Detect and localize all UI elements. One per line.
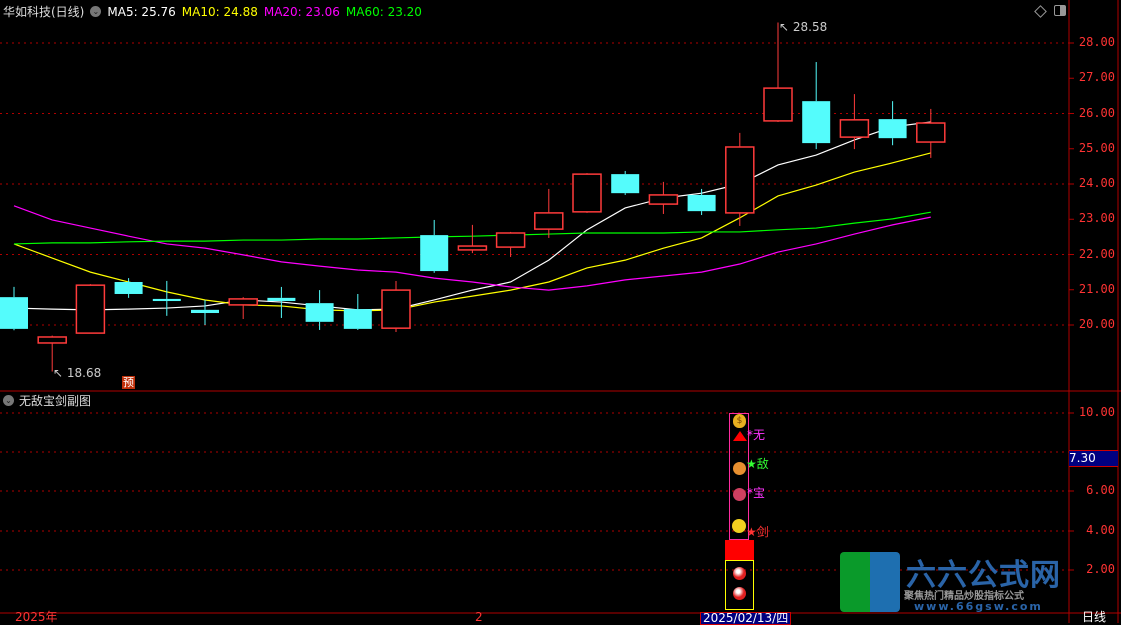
candle-up — [381, 289, 411, 329]
panel-toggle-icon[interactable] — [1054, 5, 1066, 16]
signal-label-bao: *宝 — [747, 486, 766, 500]
signal-column — [729, 413, 749, 540]
price-tick: 25.00 — [1078, 140, 1115, 155]
indicator-tick: 10.00 — [1078, 405, 1115, 419]
signal-label-jian: ★剑 — [746, 525, 769, 539]
current-value-box: 7.30 — [1069, 450, 1118, 467]
signal-label-di: ★敌 — [746, 457, 769, 471]
high-value: 28.58 — [792, 20, 828, 34]
footer-month: 2 — [475, 610, 483, 624]
candle-up — [228, 298, 258, 306]
candle-down — [802, 101, 831, 144]
logo-url: www.66gsw.com — [914, 600, 1043, 613]
candle-up — [572, 173, 602, 213]
high-annotation: ↖ 28.58 — [779, 20, 828, 34]
ma10-label: MA10: 24.88 — [181, 4, 258, 19]
indicator-tick: 2.00 — [1086, 562, 1115, 576]
candle-up — [648, 194, 679, 205]
forecast-badge: 预 — [122, 376, 135, 389]
sub-panel-title: 无敌宝剑副图 — [19, 394, 92, 408]
candle-down — [152, 298, 181, 302]
candle-down — [343, 309, 372, 329]
candle-up — [725, 146, 755, 214]
indicator-tick: 4.00 — [1086, 523, 1115, 537]
lion-face-icon — [733, 462, 746, 475]
candle-up — [839, 119, 870, 138]
ball-icon — [733, 587, 746, 600]
candle-up — [495, 232, 526, 248]
dropdown-icon[interactable]: ⌄ — [3, 395, 14, 406]
candle-down — [878, 119, 907, 139]
triangle-up-icon — [733, 431, 747, 441]
candle-up — [763, 87, 793, 122]
chart-header: 华如科技(日线) ⌄ MA5: 25.76 MA10: 24.88 MA20: … — [3, 3, 422, 20]
stock-title: 华如科技(日线) — [3, 5, 85, 19]
candle-down — [0, 297, 28, 329]
candle-down — [114, 281, 143, 294]
logo-subtitle: 聚焦热门精品炒股指标公式 — [904, 591, 1024, 602]
candle-down — [687, 194, 716, 212]
ma20-label: MA20: 23.06 — [263, 4, 340, 19]
period-label[interactable]: 日线 — [1082, 610, 1107, 624]
logo-pulse-icon — [840, 552, 900, 612]
indicator-tick: 6.00 — [1086, 483, 1115, 497]
ma60-label: MA60: 23.20 — [345, 4, 422, 19]
candle-down — [191, 309, 219, 314]
low-annotation: ↖ 18.68 — [53, 366, 102, 380]
price-tick: 21.00 — [1078, 281, 1115, 296]
price-tick: 28.00 — [1078, 35, 1115, 49]
candle-down — [611, 174, 640, 194]
money-bag-icon: $ — [733, 414, 746, 428]
ma-line-ma20 — [13, 205, 931, 291]
flower-face-icon — [733, 488, 746, 501]
candle-up — [534, 212, 564, 230]
candle-up — [75, 284, 106, 334]
ma5-label: MA5: 25.76 — [107, 4, 176, 19]
price-tick: 23.00 — [1078, 211, 1115, 226]
price-tick: 24.00 — [1078, 176, 1115, 190]
candle-up — [37, 336, 67, 344]
signal-box-yellow — [725, 560, 754, 610]
logo-title: 六六公式网 — [906, 558, 1061, 593]
dropdown-icon[interactable]: ⌄ — [90, 6, 102, 17]
candle-down — [267, 297, 296, 302]
footer-year: 2025年 — [15, 610, 58, 624]
signal-label-wu: *无 — [747, 428, 766, 442]
price-tick: 22.00 — [1078, 246, 1115, 261]
low-value: 18.68 — [66, 366, 102, 380]
candle-down — [420, 235, 449, 272]
candle-up — [457, 245, 488, 251]
sub-panel-header: ⌄ 无敌宝剑副图 — [3, 392, 91, 409]
ball-icon — [733, 567, 746, 580]
watermark-logo: 六六公式网 聚焦热门精品炒股指标公式 www.66gsw.com — [840, 552, 1064, 614]
smiley-face-icon — [732, 519, 746, 533]
signal-bar-red — [725, 540, 754, 560]
candle-up — [916, 122, 946, 143]
price-tick: 20.00 — [1078, 317, 1115, 331]
candle-down — [305, 303, 334, 322]
cursor-date: 2025/02/13/四 — [700, 612, 792, 625]
price-tick: 26.00 — [1078, 105, 1115, 120]
price-tick: 27.00 — [1078, 70, 1115, 85]
